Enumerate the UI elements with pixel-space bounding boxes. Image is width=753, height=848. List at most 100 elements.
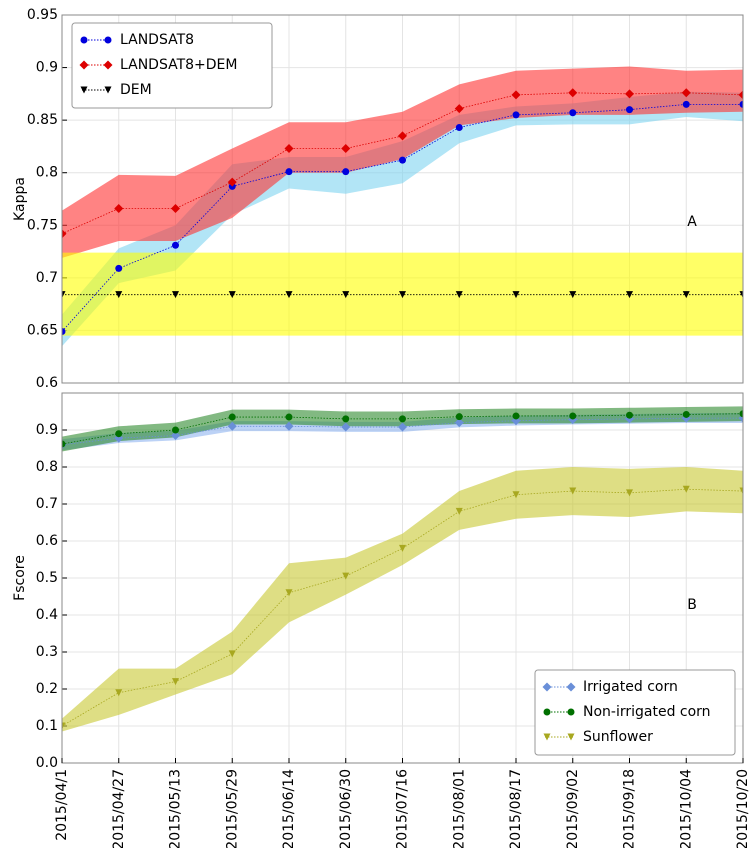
marker [626, 411, 633, 419]
x-tick-label: 2015/05/29 [224, 769, 240, 848]
marker [342, 415, 350, 423]
y-tick-label: 0.75 [27, 217, 58, 233]
marker [285, 413, 293, 421]
marker [62, 327, 66, 335]
marker [79, 60, 89, 70]
y-tick-label: 0.4 [36, 607, 58, 623]
marker [567, 708, 575, 716]
marker [512, 491, 520, 499]
marker [681, 88, 691, 98]
marker [227, 421, 237, 431]
legend-label: LANDSAT8 [120, 32, 194, 48]
marker [512, 412, 520, 420]
marker [172, 678, 179, 686]
marker [104, 86, 112, 94]
marker [80, 36, 88, 44]
marker [511, 90, 521, 100]
marker [284, 421, 294, 431]
marker [171, 203, 180, 213]
marker [172, 426, 179, 434]
legend-label: DEM [120, 82, 152, 98]
marker [104, 36, 112, 44]
y-tick-label: 0.1 [36, 718, 58, 734]
marker [543, 708, 551, 716]
legend-label: LANDSAT8+DEM [120, 57, 237, 73]
marker [542, 682, 552, 692]
legend-label: Sunflower [583, 729, 653, 745]
marker [455, 507, 463, 515]
y-axis-label: Fscore [12, 555, 28, 601]
marker [399, 156, 406, 164]
marker [739, 291, 743, 299]
marker [739, 100, 743, 108]
x-tick-label: 2015/09/02 [565, 769, 581, 848]
x-tick-label: 2015/06/30 [338, 769, 354, 848]
y-tick-label: 0.5 [36, 570, 58, 586]
x-tick-label: 2015/08/01 [451, 769, 467, 848]
x-tick-label: 2015/04/1 [54, 769, 70, 841]
marker [114, 203, 124, 213]
marker [569, 109, 577, 117]
marker [566, 682, 576, 692]
marker [739, 487, 743, 495]
marker [739, 410, 743, 418]
x-tick-label: 2015/10/04 [678, 769, 694, 848]
marker [285, 168, 293, 176]
marker [682, 291, 690, 299]
marker [115, 430, 123, 438]
y-tick-label: 0.9 [36, 422, 58, 438]
marker [569, 487, 577, 495]
y-tick-label: 0.2 [36, 681, 58, 697]
x-tick-label: 2015/09/18 [622, 769, 638, 848]
marker [172, 241, 179, 249]
marker [455, 413, 463, 421]
x-tick-label: 2015/04/27 [111, 769, 127, 848]
marker [172, 291, 179, 299]
marker [228, 650, 236, 658]
marker [342, 572, 350, 580]
marker [568, 88, 578, 98]
marker [80, 86, 88, 94]
y-tick-label: 0.0 [36, 755, 58, 771]
marker [454, 418, 464, 428]
marker [512, 291, 520, 299]
marker [341, 144, 351, 154]
marker [103, 60, 113, 70]
marker [341, 422, 351, 432]
legend-box [534, 669, 736, 756]
marker [62, 229, 67, 239]
marker [398, 422, 407, 432]
y-tick-label: 0.8 [36, 165, 58, 181]
plot-frame [61, 14, 744, 384]
marker [543, 733, 551, 741]
annotation: B [687, 597, 697, 613]
marker [342, 168, 350, 176]
marker [115, 291, 123, 299]
y-tick-label: 0.7 [36, 270, 58, 286]
marker [399, 415, 406, 423]
y-axis-label: Kappa [12, 177, 28, 221]
marker [115, 264, 123, 272]
marker [569, 412, 577, 420]
marker [399, 291, 406, 299]
marker [115, 689, 123, 697]
marker [454, 104, 464, 114]
marker [228, 413, 236, 421]
marker [62, 440, 66, 448]
marker [626, 106, 633, 114]
x-tick-label: 2015/10/20 [735, 769, 751, 848]
marker [398, 131, 407, 141]
legend-box [71, 22, 273, 109]
band [62, 467, 743, 732]
y-tick-label: 0.3 [36, 644, 58, 660]
annotation: A [687, 214, 697, 230]
marker [399, 544, 406, 552]
x-tick-label: 2015/06/14 [281, 769, 297, 848]
marker [228, 291, 236, 299]
marker [567, 733, 575, 741]
y-tick-label: 0.95 [27, 7, 58, 23]
marker [62, 722, 66, 730]
y-tick-label: 0.8 [36, 459, 58, 475]
marker [625, 89, 634, 99]
